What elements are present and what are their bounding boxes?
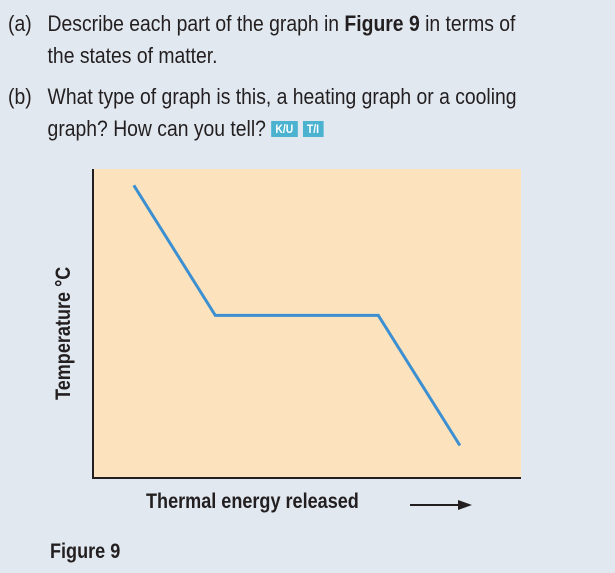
question-text: the states of matter. <box>47 43 218 68</box>
x-axis <box>92 477 521 479</box>
plot-area <box>93 169 521 478</box>
figure-reference: Figure 9 <box>344 11 420 36</box>
chart-svg <box>132 184 462 447</box>
question-b: (b) What type of graph is this, a heating… <box>8 81 517 145</box>
question-text: Describe each part of the graph in <box>47 11 345 36</box>
cooling-curve-line <box>132 184 462 447</box>
y-axis-label: Temperature °C <box>52 266 75 400</box>
question-text: in terms of <box>419 11 516 36</box>
x-axis-label: Thermal energy released <box>146 490 359 513</box>
arrow-right-icon <box>410 500 472 510</box>
figure-caption: Figure 9 <box>50 540 121 563</box>
question-text: What type of graph is this, a heating gr… <box>47 84 517 109</box>
question-label: (a) <box>8 11 32 36</box>
question-text: graph? How can you tell? <box>47 116 266 141</box>
badge-ku: K/U <box>271 121 298 137</box>
y-axis <box>92 169 94 479</box>
question-a: (a) Describe each part of the graph in Fi… <box>8 8 515 72</box>
question-label: (b) <box>8 84 32 109</box>
badge-ti: T/I <box>302 121 324 137</box>
